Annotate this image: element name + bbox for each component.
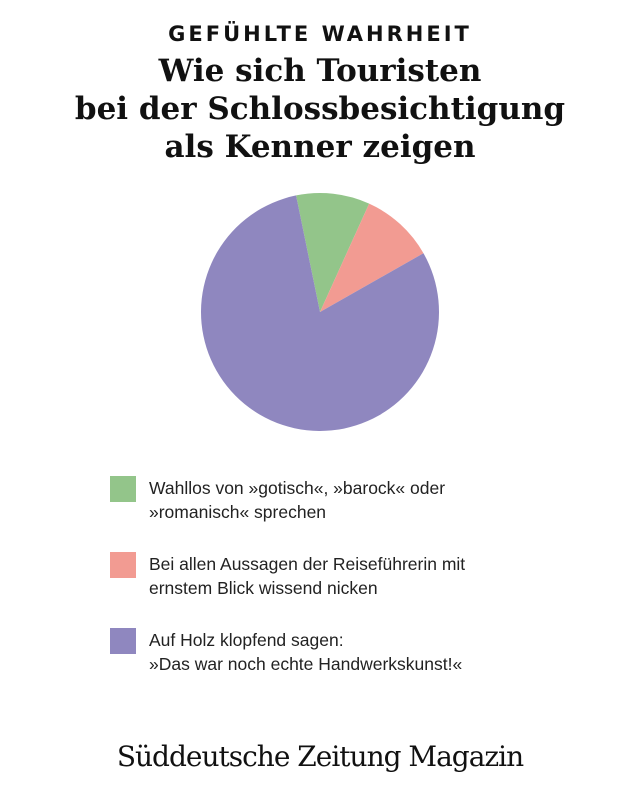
legend-swatch: [110, 628, 136, 654]
pie-slice-2: [320, 203, 424, 312]
kicker: GEFÜHLTE WAHRHEIT: [168, 22, 472, 46]
legend-item: Wahllos von »gotisch«, »barock« oder »ro…: [110, 476, 550, 530]
legend-label: Auf Holz klopfend sagen: »Das war noch e…: [149, 630, 463, 674]
legend-item: Auf Holz klopfend sagen: »Das war noch e…: [110, 628, 550, 682]
legend-swatch: [110, 476, 136, 502]
pie-slice-3: [201, 195, 440, 432]
pie-slice-1: [296, 193, 370, 312]
legend-label: Bei allen Aussagen der Reiseführerin mit…: [149, 554, 466, 598]
legend-swatch: [110, 552, 136, 578]
legend-label: Wahllos von »gotisch«, »barock« oder »ro…: [149, 478, 446, 522]
logo: Süddeutsche Zeitung Magazin: [116, 740, 524, 773]
legend-item: Bei allen Aussagen der Reiseführerin mit…: [110, 552, 550, 606]
legend: Wahllos von »gotisch«, »barock« oder »ro…: [110, 476, 550, 704]
chart-title: Wie sich Touristen bei der Schlossbesich…: [74, 53, 566, 165]
